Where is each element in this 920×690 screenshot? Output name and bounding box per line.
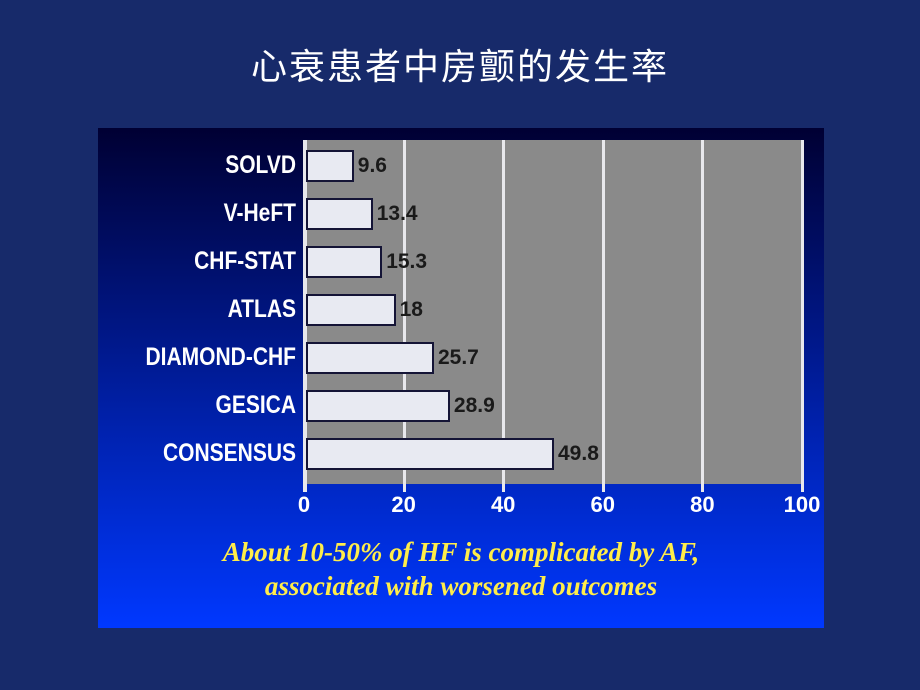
plot-area: 9.6 13.4 15.3 18 25.7 28.9 49.8 xyxy=(304,140,802,484)
bar xyxy=(306,198,373,230)
x-axis-labels: 020406080100 xyxy=(304,492,802,522)
y-axis-label: CHF-STAT xyxy=(98,248,296,277)
bar-row: 13.4 xyxy=(304,198,802,230)
bar-value-label: 25.7 xyxy=(438,342,479,374)
x-axis-label: 60 xyxy=(591,492,615,518)
bar-row: 15.3 xyxy=(304,246,802,278)
bar-value-label: 9.6 xyxy=(358,150,387,182)
y-axis-labels: SOLVD V-HeFT CHF-STAT ATLAS DIAMOND-CHF GESIC… xyxy=(98,140,296,484)
bar-row: 25.7 xyxy=(304,342,802,374)
chart-area: SOLVD V-HeFT CHF-STAT ATLAS DIAMOND-CHF GESIC… xyxy=(98,128,824,628)
y-axis-label: V-HeFT xyxy=(98,200,296,229)
chart-caption: About 10-50% of HF is complicated by AF,… xyxy=(98,536,824,604)
bar-value-label: 15.3 xyxy=(386,246,427,278)
bar-row: 28.9 xyxy=(304,390,802,422)
page-title: 心衰患者中房颤的发生率 xyxy=(0,38,920,90)
bar-value-label: 28.9 xyxy=(454,390,495,422)
x-axis-label: 80 xyxy=(690,492,714,518)
bar-value-label: 13.4 xyxy=(377,198,418,230)
bar-row: 49.8 xyxy=(304,438,802,470)
bar xyxy=(306,150,354,182)
chart-frame: SOLVD V-HeFT CHF-STAT ATLAS DIAMOND-CHF GESIC… xyxy=(98,128,824,628)
caption-line-2: associated with worsened outcomes xyxy=(265,571,657,601)
bar xyxy=(306,294,396,326)
y-axis-label: GESICA xyxy=(98,392,296,421)
x-axis-label: 0 xyxy=(298,492,310,518)
y-axis-label: ATLAS xyxy=(98,296,296,325)
bar xyxy=(306,246,382,278)
bar-row: 9.6 xyxy=(304,150,802,182)
bar-value-label: 18 xyxy=(400,294,423,326)
slide: 心衰患者中房颤的发生率 SOLVD V-HeFT CHF-STAT ATLAS DIAM… xyxy=(0,0,920,690)
y-axis-label: DIAMOND-CHF xyxy=(98,344,296,373)
y-axis-label: CONSENSUS xyxy=(98,440,296,469)
x-axis-label: 100 xyxy=(784,492,821,518)
bar-row: 18 xyxy=(304,294,802,326)
bar-value-label: 49.8 xyxy=(558,438,599,470)
x-axis-label: 20 xyxy=(391,492,415,518)
bar xyxy=(306,438,554,470)
y-axis-label: SOLVD xyxy=(98,152,296,181)
caption-line-1: About 10-50% of HF is complicated by AF, xyxy=(223,537,700,567)
x-axis-label: 40 xyxy=(491,492,515,518)
bar xyxy=(306,390,450,422)
bar xyxy=(306,342,434,374)
bars-container: 9.6 13.4 15.3 18 25.7 28.9 49.8 xyxy=(304,140,802,484)
